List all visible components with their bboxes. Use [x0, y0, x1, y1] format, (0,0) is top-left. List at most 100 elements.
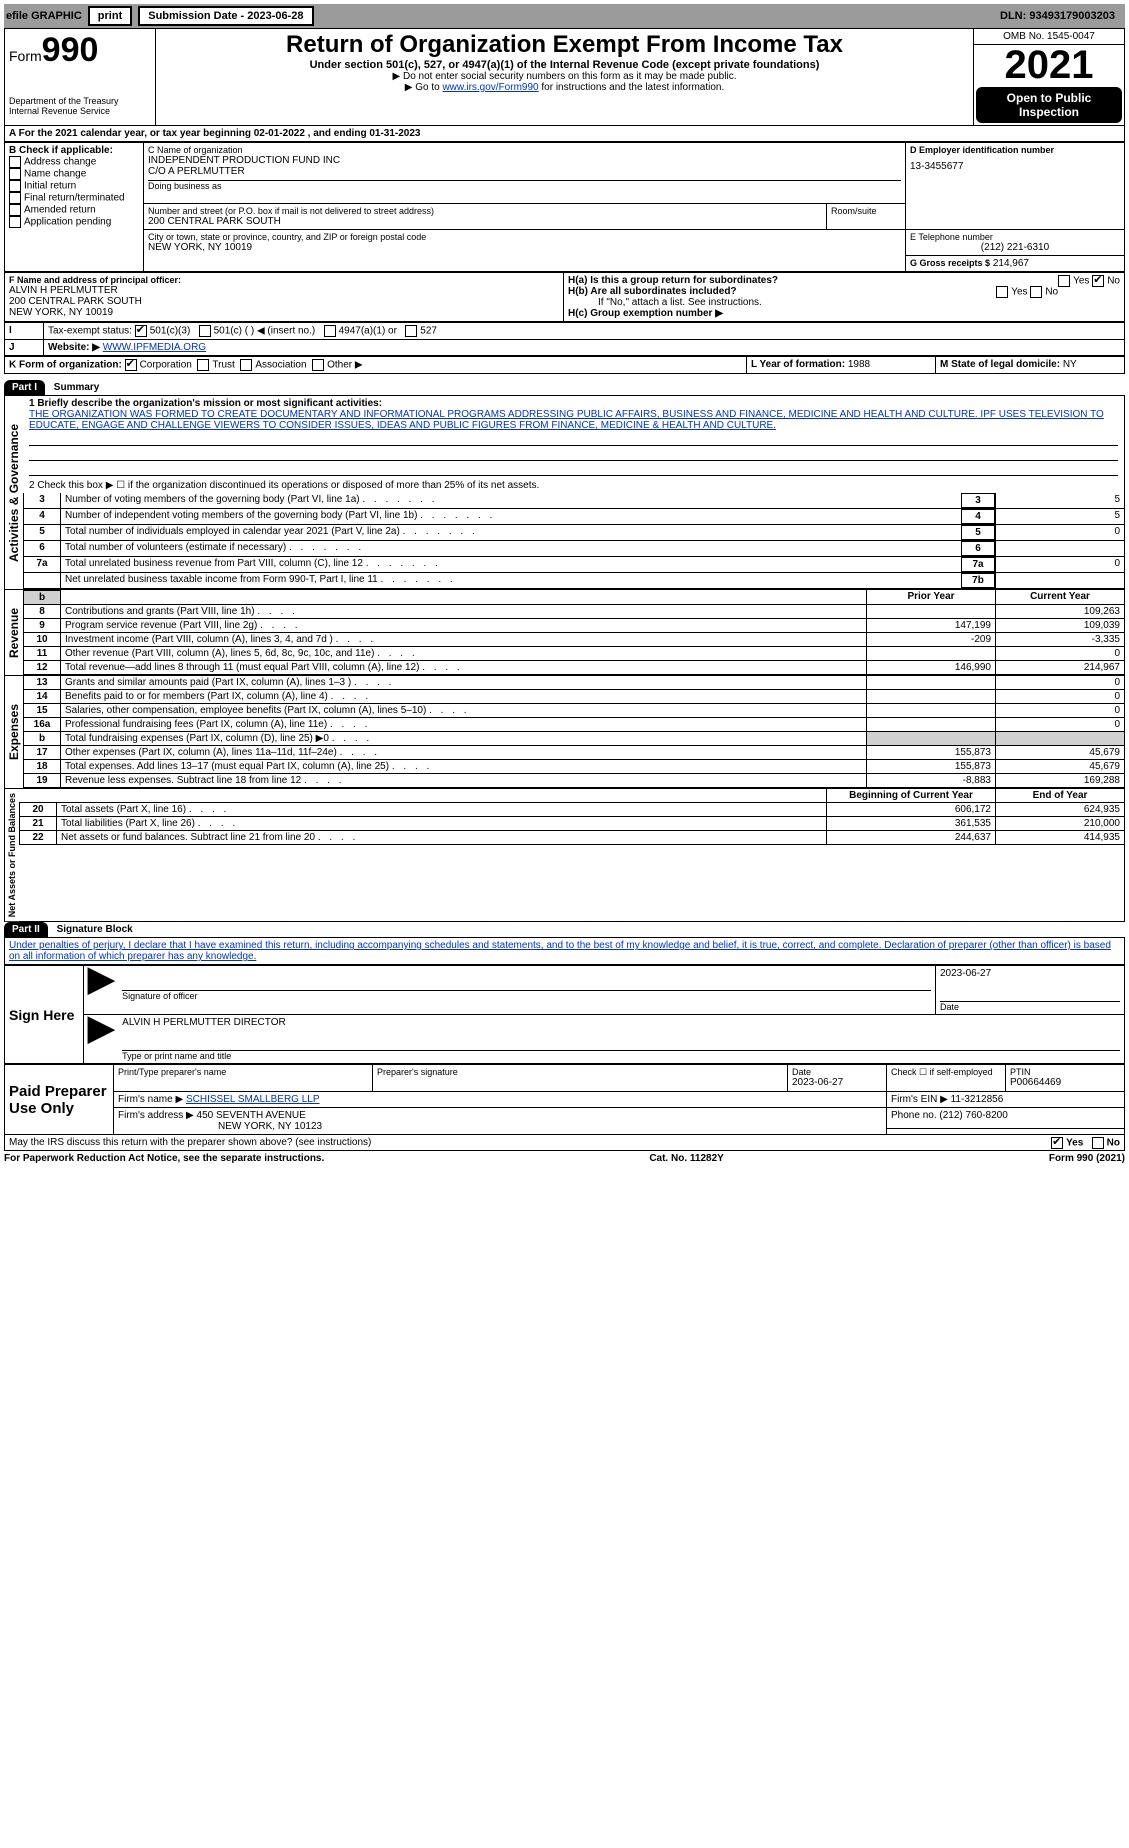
sig-date: 2023-06-27 — [940, 968, 1120, 979]
phone-value: (212) 221-6310 — [910, 242, 1120, 253]
status-website-table: I Tax-exempt status: 501(c)(3) 501(c) ( … — [4, 322, 1125, 356]
current-year-hdr: Current Year — [995, 590, 1124, 604]
street-address: 200 CENTRAL PARK SOUTH — [148, 216, 822, 227]
hb-row: H(b) Are all subordinates included? Yes … — [568, 286, 1120, 297]
firm-city: NEW YORK, NY 10123 — [118, 1121, 322, 1132]
cat-no: Cat. No. 11282Y — [649, 1153, 723, 1164]
footer-row: For Paperwork Reduction Act Notice, see … — [4, 1151, 1125, 1166]
part1-title: Summary — [48, 382, 100, 393]
part2-title: Signature Block — [51, 924, 133, 935]
sign-here-label: Sign Here — [5, 966, 84, 1064]
lbl-amended: Amended return — [24, 205, 96, 216]
box-e-label: E Telephone number — [910, 232, 1120, 242]
period-text: For the 2021 calendar year, or tax year … — [19, 128, 421, 139]
hc-label: H(c) Group exemption number ▶ — [568, 308, 723, 319]
lbl-address-change: Address change — [24, 157, 96, 168]
declaration-link[interactable]: Under penalties of perjury, I declare th… — [9, 940, 1111, 962]
cb-ha-yes[interactable] — [1058, 275, 1070, 287]
cb-ha-no[interactable] — [1092, 275, 1104, 287]
cb-hb-no[interactable] — [1030, 286, 1042, 298]
box-d-label: D Employer identification number — [910, 145, 1120, 155]
klm-table: K Form of organization: Corporation Trus… — [4, 356, 1125, 374]
self-employed-check: Check ☐ if self-employed — [887, 1065, 1006, 1092]
lbl-trust: Trust — [212, 360, 234, 371]
form-title: Return of Organization Exempt From Incom… — [162, 31, 967, 59]
cb-application[interactable] — [9, 216, 21, 228]
vlabel-governance: Activities & Governance — [5, 396, 23, 589]
room-label: Room/suite — [831, 206, 901, 216]
cb-address-change[interactable] — [9, 156, 21, 168]
q2-text: 2 Check this box ▶ ☐ if the organization… — [23, 478, 1124, 493]
cb-amended[interactable] — [9, 204, 21, 216]
cb-4947[interactable] — [324, 325, 336, 337]
year-formation: 1988 — [848, 359, 870, 370]
submission-date-button[interactable]: Submission Date - 2023-06-28 — [138, 6, 313, 26]
form-header: Form990 Department of the Treasury Inter… — [4, 28, 1125, 126]
lbl-no: No — [1107, 1138, 1120, 1149]
expenses-section: Expenses 13 Grants and similar amounts p… — [4, 676, 1125, 789]
lbl-501c3: 501(c)(3) — [150, 326, 191, 337]
form-footer: Form 990 (2021) — [1049, 1153, 1125, 1164]
cb-501c[interactable] — [199, 325, 211, 337]
prep-phone: (212) 760-8200 — [939, 1110, 1007, 1121]
prior-year-hdr: Prior Year — [866, 590, 995, 604]
form-990-num: 990 — [42, 31, 99, 69]
arrow-icon-1: ▶ — [88, 960, 114, 998]
cb-discuss-no[interactable] — [1092, 1137, 1104, 1149]
mission-text[interactable]: THE ORGANIZATION WAS FORMED TO CREATE DO… — [29, 409, 1104, 431]
cb-501c3[interactable] — [135, 325, 147, 337]
signature-table: Sign Here ▶ Signature of officer 2023-06… — [4, 965, 1125, 1064]
addr-label: Number and street (or P.O. box if mail i… — [148, 206, 822, 216]
box-c-name-label: C Name of organization — [148, 145, 901, 155]
lbl-assoc: Association — [255, 360, 306, 371]
cb-corp[interactable] — [125, 359, 137, 371]
vlabel-netassets: Net Assets or Fund Balances — [5, 789, 19, 921]
arrow-icon-2: ▶ — [88, 1009, 114, 1047]
firm-name-link[interactable]: SCHISSEL SMALLBERG LLP — [186, 1094, 320, 1105]
end-year-hdr: End of Year — [995, 789, 1124, 802]
officer-group-table: F Name and address of principal officer:… — [4, 272, 1125, 322]
hb-label: H(b) Are all subordinates included? — [568, 286, 737, 297]
public-inspection: Open to Public Inspection — [976, 87, 1122, 123]
goto-note: ▶ Go to www.irs.gov/Form990 for instruct… — [162, 82, 967, 93]
cb-hb-yes[interactable] — [996, 286, 1008, 298]
vlabel-expenses: Expenses — [5, 676, 23, 788]
cb-name-change[interactable] — [9, 168, 21, 180]
date-label: Date — [940, 1002, 1120, 1012]
beg-year-hdr: Beginning of Current Year — [826, 789, 995, 802]
part2-header: Part II — [4, 922, 48, 937]
cb-discuss-yes[interactable] — [1051, 1137, 1063, 1149]
lbl-527: 527 — [420, 326, 437, 337]
irs-label: Internal Revenue Service — [9, 106, 151, 116]
efile-label: efile GRAPHIC — [6, 10, 82, 22]
website-link[interactable]: WWW.IPFMEDIA.ORG — [103, 342, 206, 353]
cb-assoc[interactable] — [240, 359, 252, 371]
ssn-note: ▶ Do not enter social security numbers o… — [162, 71, 967, 82]
q1-label: 1 Briefly describe the organization's mi… — [29, 398, 382, 409]
ein-value: 13-3455677 — [910, 161, 1120, 172]
lbl-4947: 4947(a)(1) or — [339, 326, 397, 337]
top-toolbar: efile GRAPHIC print Submission Date - 20… — [4, 4, 1125, 28]
prep-sig-label: Preparer's signature — [377, 1067, 783, 1077]
cb-final-return[interactable] — [9, 192, 21, 204]
website-label: Website: ▶ — [48, 342, 100, 353]
cb-other[interactable] — [312, 359, 324, 371]
box-k-label: K Form of organization: — [9, 360, 122, 371]
cb-trust[interactable] — [197, 359, 209, 371]
revenue-section: Revenue b Prior Year Current Year 8 Cont… — [4, 590, 1125, 676]
lbl-name-change: Name change — [24, 169, 86, 180]
tax-year: 2021 — [974, 45, 1124, 85]
entity-info-table: B Check if applicable: Address change Na… — [4, 142, 1125, 272]
lbl-corp: Corporation — [140, 360, 192, 371]
cb-527[interactable] — [405, 325, 417, 337]
irs-link[interactable]: www.irs.gov/Form990 — [442, 82, 538, 93]
vlabel-revenue: Revenue — [5, 590, 23, 675]
form-number: Form990 — [9, 31, 151, 70]
lbl-application: Application pending — [24, 217, 111, 228]
org-name: INDEPENDENT PRODUCTION FUND INC — [148, 155, 901, 166]
dba-label: Doing business as — [148, 180, 901, 191]
dept-treasury: Department of the Treasury — [9, 96, 151, 106]
firm-ein-label: Firm's EIN ▶ — [891, 1094, 948, 1105]
print-button[interactable]: print — [88, 6, 132, 26]
cb-initial-return[interactable] — [9, 180, 21, 192]
